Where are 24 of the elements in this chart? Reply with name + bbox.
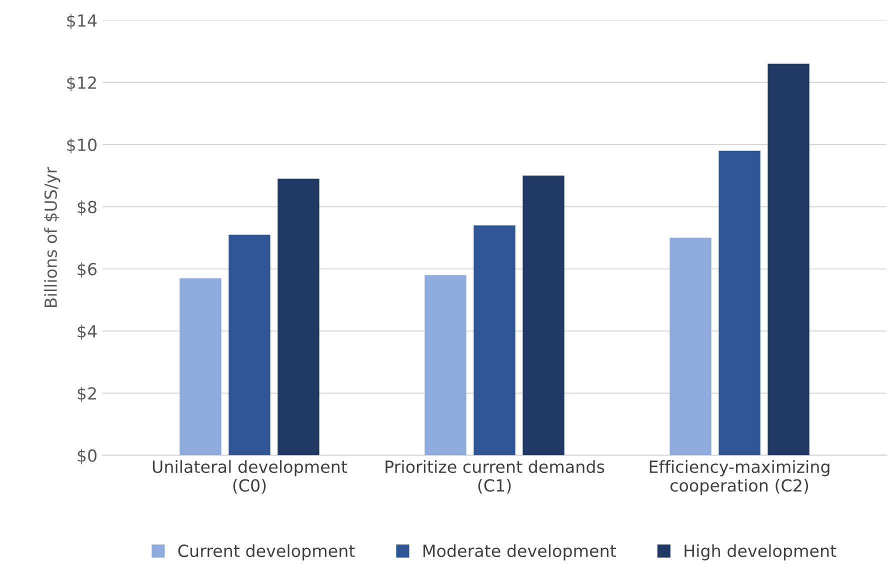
- y-tick-label: $2: [78, 386, 96, 402]
- x-tick-label: Efficiency-maximizing cooperation (C2): [650, 460, 830, 495]
- y-tick-label: $14: [67, 14, 97, 30]
- y-tick-label: $12: [67, 76, 96, 92]
- bar: [180, 278, 222, 456]
- bar: [768, 64, 810, 456]
- bar: [670, 238, 712, 456]
- legend-label: Moderate development: [424, 544, 616, 560]
- x-tick-label: Prioritize current demands (C1): [386, 460, 604, 494]
- y-axis-title: Billions of $US/yr: [44, 166, 60, 308]
- bar: [718, 150, 760, 456]
- y-tick-label: $0: [78, 448, 96, 464]
- legend-label: High development: [684, 544, 836, 560]
- bar: [228, 234, 270, 456]
- bar: [474, 225, 516, 456]
- bar: [522, 176, 564, 456]
- y-tick-label: $10: [67, 138, 96, 154]
- y-tick-label: $6: [78, 262, 97, 278]
- legend-label: Current development: [178, 544, 355, 560]
- x-tick-label: Unilateral development (C0): [152, 460, 348, 494]
- bar: [424, 275, 466, 456]
- y-tick-label: $4: [78, 324, 97, 340]
- bar: [278, 178, 320, 456]
- y-tick-label: $8: [78, 200, 96, 216]
